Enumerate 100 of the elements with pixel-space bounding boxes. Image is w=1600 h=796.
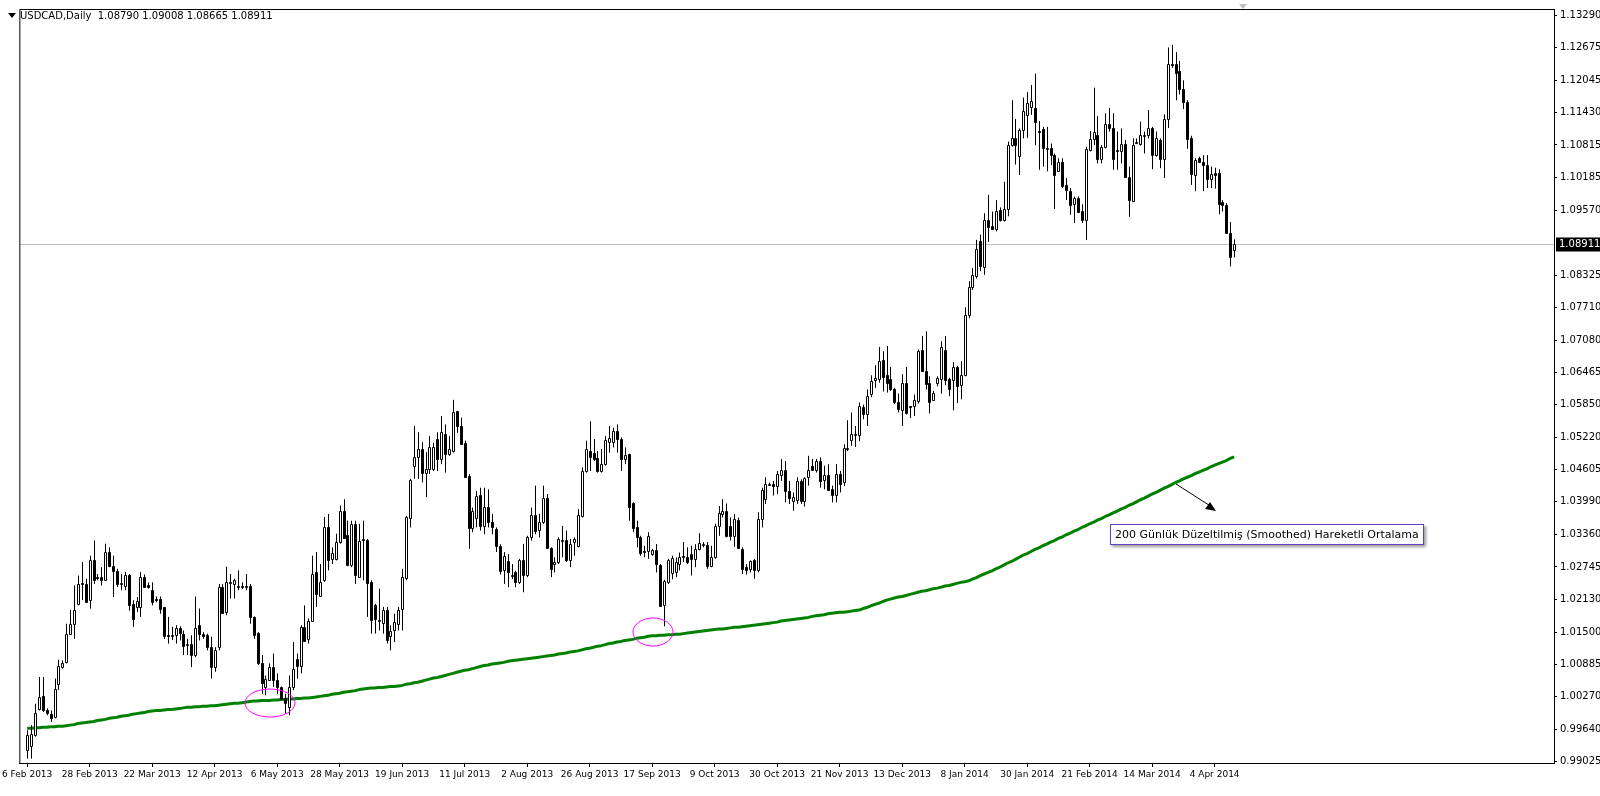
x-tick-label: 22 Mar 2013 xyxy=(123,768,181,779)
candlestick xyxy=(956,365,959,404)
candlestick xyxy=(995,199,998,232)
candlestick xyxy=(850,411,853,447)
y-tick-label: 1.07710 xyxy=(1560,300,1600,312)
candlestick xyxy=(1116,131,1119,171)
candlestick xyxy=(1069,187,1072,216)
y-tick-label: 1.10185 xyxy=(1560,171,1600,183)
candlestick xyxy=(1143,131,1146,155)
x-tick-label: 11 Jul 2013 xyxy=(439,768,491,779)
candlestick xyxy=(807,455,810,487)
candlestick xyxy=(612,427,615,448)
y-tick-label: 1.01500 xyxy=(1560,625,1600,637)
candlestick xyxy=(319,563,322,598)
candlestick xyxy=(647,531,650,560)
candlestick xyxy=(233,578,236,600)
candlestick xyxy=(784,460,787,503)
candlestick xyxy=(210,636,213,680)
candlestick xyxy=(675,556,678,578)
candlestick xyxy=(1073,195,1076,224)
y-tick-label: 1.02130 xyxy=(1560,592,1600,604)
candlestick xyxy=(378,588,381,631)
candlestick xyxy=(870,374,873,398)
candlestick xyxy=(589,420,592,472)
candlestick xyxy=(362,520,365,581)
x-tick-label: 26 Aug 2013 xyxy=(560,768,619,779)
candlestick xyxy=(432,442,435,472)
y-tick-label: 0.99640 xyxy=(1560,722,1600,734)
candlestick xyxy=(1046,126,1049,172)
candlestick xyxy=(1206,154,1209,189)
candlestick xyxy=(690,545,693,577)
candlestick xyxy=(741,546,744,575)
candlestick xyxy=(182,629,185,656)
candlestick xyxy=(214,646,217,673)
candlestick xyxy=(421,441,424,483)
candlestick xyxy=(26,729,29,760)
y-tick-label: 0.99025 xyxy=(1560,755,1600,767)
candlestick xyxy=(272,652,275,688)
candlestick xyxy=(1042,126,1045,168)
x-tick-label: 30 Jan 2014 xyxy=(1000,768,1055,779)
candlestick xyxy=(882,350,885,392)
candlestick xyxy=(444,423,447,474)
x-tick-label: 19 Jun 2013 xyxy=(375,768,430,779)
candlestick xyxy=(557,536,560,565)
x-tick-label: 8 Jan 2014 xyxy=(940,768,990,779)
candlestick xyxy=(1026,91,1029,139)
candlestick xyxy=(866,388,869,427)
y-tick-label: 1.07080 xyxy=(1560,333,1600,345)
ref-line-label: 1.08911 xyxy=(1559,238,1600,250)
candlestick xyxy=(112,555,115,598)
candlestick xyxy=(682,541,685,563)
y-tick-label: 1.12045 xyxy=(1560,74,1600,86)
candlestick xyxy=(565,530,568,563)
y-tick-label: 1.12675 xyxy=(1560,41,1600,53)
candlestick xyxy=(1038,120,1041,171)
candlestick xyxy=(823,465,826,490)
y-tick-label: 1.10815 xyxy=(1560,138,1600,150)
y-tick-label: 1.00270 xyxy=(1560,689,1600,701)
x-tick-label: 4 Apr 2014 xyxy=(1189,768,1240,779)
candlestick xyxy=(487,488,490,528)
candlestick xyxy=(73,585,76,640)
candlestick xyxy=(1030,84,1033,116)
candlestick xyxy=(1139,121,1142,147)
candlestick xyxy=(483,487,486,535)
candlestick xyxy=(81,561,84,601)
x-tick-label: 21 Feb 2014 xyxy=(1061,768,1118,779)
x-tick-label: 2 Aug 2013 xyxy=(501,768,554,779)
y-tick-label: 1.02745 xyxy=(1560,560,1600,572)
candlestick xyxy=(151,581,154,606)
y-tick-label: 1.09570 xyxy=(1560,203,1600,215)
annotation: 200 Günlük Düzeltilmiş (Smoothed) Hareketli Ortalama xyxy=(1110,524,1424,545)
x-tick-label: 13 Dec 2013 xyxy=(873,768,931,779)
candlestick xyxy=(1210,166,1213,189)
candlestick xyxy=(874,364,877,389)
candlestick xyxy=(116,568,119,588)
candlestick xyxy=(796,476,799,505)
candlestick xyxy=(803,476,806,508)
candlestick xyxy=(1175,51,1178,101)
y-tick-label: 1.13290 xyxy=(1560,9,1600,21)
x-tick-label: 6 May 2013 xyxy=(250,768,304,779)
x-tick-label: 28 May 2013 xyxy=(310,768,369,779)
candlestick xyxy=(776,470,779,495)
candlestick xyxy=(1155,131,1158,158)
y-tick-label: 1.05850 xyxy=(1560,398,1600,410)
y-tick-label: 1.04605 xyxy=(1560,463,1600,475)
candlestick xyxy=(819,456,822,489)
candlestick xyxy=(393,613,396,643)
candlestick xyxy=(800,478,803,505)
candlestick xyxy=(569,538,572,568)
candlestick xyxy=(1014,118,1017,166)
candlestick xyxy=(1061,157,1064,189)
y-tick-label: 1.00885 xyxy=(1560,657,1600,669)
x-tick-label: 17 Sep 2013 xyxy=(623,768,681,779)
y-tick-label: 1.05220 xyxy=(1560,431,1600,443)
candlestick xyxy=(518,558,521,585)
y-tick-label: 1.03990 xyxy=(1560,495,1600,507)
candlestick xyxy=(952,361,955,411)
candlestick xyxy=(671,555,674,580)
y-tick-label: 1.03360 xyxy=(1560,528,1600,540)
candlestick xyxy=(534,485,537,535)
